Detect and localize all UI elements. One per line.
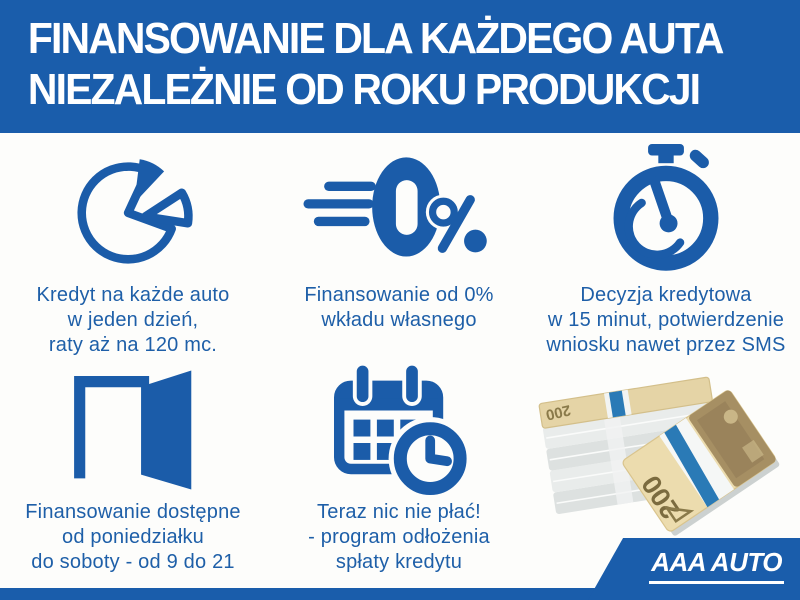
feature-deferred-payment-caption: Teraz nic nie płać! - program odłożenia … [308,501,490,573]
aaa-auto-logo: AAA AUTO [649,547,784,584]
stopwatch-icon [602,133,730,283]
calendar-clock-icon [334,360,472,501]
feature-credit-caption: Kredyt na każde auto w jeden dzień, raty… [36,284,230,356]
zero-percent-icon [303,133,494,283]
feature-deferred-payment: Teraz nic nie płać! - program odłożenia … [266,360,532,585]
banknote-bundle: 200 [622,390,780,536]
header-title-line2: NIEZALEŻNIE OD ROKU PRODUKCJI [27,65,701,114]
feature-availability-caption: Finansowanie dostępne od poniedziałku do… [25,501,241,573]
feature-zero-percent-caption: Finansowanie od 0% wkładu własnego [304,284,494,331]
feature-decision: Decyzja kredytowa w 15 minut, potwierdze… [532,133,800,360]
aaa-auto-logo-banner: AAA AUTO [588,538,800,600]
banknote-value-top: 200 [544,401,572,423]
open-door-icon [71,360,195,500]
money-stack-photo: 200 200 [532,360,800,585]
feature-grid: Kredyt na każde auto w jeden dzień, raty… [0,133,800,585]
header-banner: FINANSOWANIE DLA KAŻDEGO AUTA NIEZALEŻNI… [0,0,800,133]
feature-availability: Finansowanie dostępne od poniedziałku do… [0,360,266,585]
feature-zero-percent: Finansowanie od 0% wkładu własnego [266,133,532,360]
feature-credit: Kredyt na każde auto w jeden dzień, raty… [0,133,266,360]
feature-decision-caption: Decyzja kredytowa w 15 minut, potwierdze… [546,284,786,356]
pie-chart-icon [72,133,194,283]
header-title-line1: FINANSOWANIE DLA KAŻDEGO AUTA [27,14,725,63]
